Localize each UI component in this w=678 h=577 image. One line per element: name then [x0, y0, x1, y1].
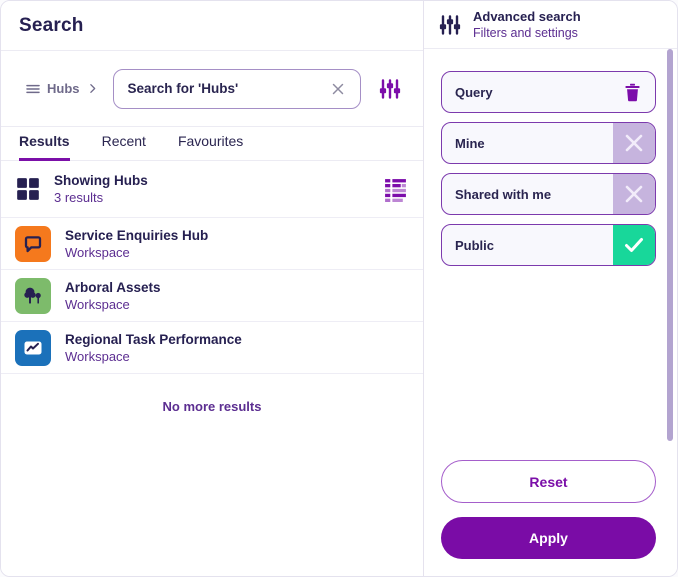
- apply-button[interactable]: Apply: [441, 517, 656, 559]
- item-subtitle: Workspace: [65, 348, 130, 364]
- search-row: Hubs: [1, 51, 423, 127]
- trash-icon: [622, 82, 643, 103]
- advanced-search-subtitle: Filters and settings: [473, 26, 578, 40]
- item-subtitle: Workspace: [65, 296, 130, 312]
- filters-toggle-button[interactable]: [375, 74, 405, 104]
- list-item[interactable]: Regional Task Performance Workspace: [1, 322, 423, 374]
- list-view-button[interactable]: [381, 175, 409, 203]
- advanced-search-header: Advanced search Filters and settings: [424, 1, 677, 49]
- breadcrumb[interactable]: Hubs: [25, 81, 99, 97]
- results-tabs: Results Recent Favourites: [1, 127, 423, 161]
- list-item[interactable]: Service Enquiries Hub Workspace: [1, 218, 423, 270]
- filter-label: Shared with me: [455, 186, 552, 202]
- item-title: Arboral Assets: [65, 279, 161, 295]
- search-input[interactable]: [127, 81, 324, 96]
- scrollbar[interactable]: [667, 49, 673, 441]
- reset-button[interactable]: Reset: [441, 460, 656, 503]
- filter-label: Query: [455, 84, 493, 100]
- filter-chip-query[interactable]: Query: [441, 71, 656, 113]
- results-summary-title: Showing Hubs: [54, 173, 148, 188]
- sliders-icon: [438, 13, 462, 37]
- list-detail-icon: [383, 177, 408, 202]
- filter-actions: Reset Apply: [424, 460, 677, 576]
- menu-icon: [25, 81, 41, 97]
- grid-icon: [15, 176, 41, 202]
- list-item[interactable]: Arboral Assets Workspace: [1, 270, 423, 322]
- results-count: 3 results: [54, 190, 104, 205]
- tab-results[interactable]: Results: [19, 133, 70, 161]
- search-input-wrapper: [112, 68, 361, 109]
- item-title: Service Enquiries Hub: [65, 227, 209, 243]
- item-subtitle: Workspace: [65, 244, 130, 260]
- item-title: Regional Task Performance: [65, 331, 242, 347]
- search-results-panel: Search Hubs: [1, 1, 423, 576]
- check-icon: [622, 233, 646, 257]
- close-icon: [329, 80, 347, 98]
- page-title: Search: [19, 14, 84, 36]
- results-header: Showing Hubs 3 results: [1, 161, 423, 218]
- trees-icon: [15, 277, 51, 314]
- filter-chip-mine[interactable]: Mine: [441, 122, 656, 164]
- close-icon: [622, 131, 646, 155]
- breadcrumb-label: Hubs: [47, 81, 80, 96]
- advanced-search-panel: Advanced search Filters and settings Que…: [423, 1, 677, 576]
- exclude-shared-toggle[interactable]: [613, 174, 655, 214]
- close-icon: [622, 182, 646, 206]
- include-public-toggle[interactable]: [613, 225, 655, 265]
- advanced-search-title: Advanced search: [473, 9, 581, 24]
- title-row: Search: [1, 1, 423, 51]
- clear-search-button[interactable]: [324, 75, 352, 103]
- chevron-right-icon: [86, 82, 99, 95]
- chart-icon: [15, 329, 51, 366]
- no-more-results-label: No more results: [162, 399, 262, 414]
- delete-query-button[interactable]: [609, 72, 655, 112]
- filters-list: Query Mine Shared with me: [424, 49, 677, 460]
- tab-favourites[interactable]: Favourites: [177, 133, 244, 149]
- exclude-mine-toggle[interactable]: [613, 123, 655, 163]
- filter-chip-public[interactable]: Public: [441, 224, 656, 266]
- filter-chip-shared-with-me[interactable]: Shared with me: [441, 173, 656, 215]
- tab-recent[interactable]: Recent: [101, 133, 146, 149]
- results-summary: Showing Hubs 3 results: [54, 173, 148, 205]
- filter-label: Mine: [455, 135, 485, 151]
- sliders-icon: [378, 77, 402, 101]
- filter-label: Public: [455, 237, 495, 253]
- speech-bubble-icon: [15, 225, 51, 262]
